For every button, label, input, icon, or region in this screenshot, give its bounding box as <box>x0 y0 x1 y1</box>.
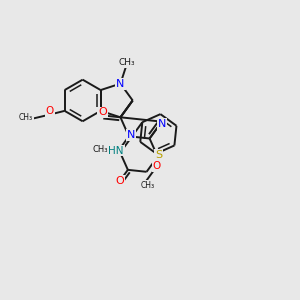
Text: O: O <box>152 161 161 171</box>
Text: O: O <box>46 106 54 116</box>
Text: CH₃: CH₃ <box>118 58 135 67</box>
Text: S: S <box>155 150 162 160</box>
Text: N: N <box>158 118 166 129</box>
Text: CH₃: CH₃ <box>19 113 33 122</box>
Text: O: O <box>115 176 124 186</box>
Text: O: O <box>98 107 107 118</box>
Text: HN: HN <box>109 146 124 156</box>
Text: N: N <box>127 130 135 140</box>
Text: CH₃: CH₃ <box>92 145 108 154</box>
Text: N: N <box>116 79 124 88</box>
Text: CH₃: CH₃ <box>140 181 154 190</box>
